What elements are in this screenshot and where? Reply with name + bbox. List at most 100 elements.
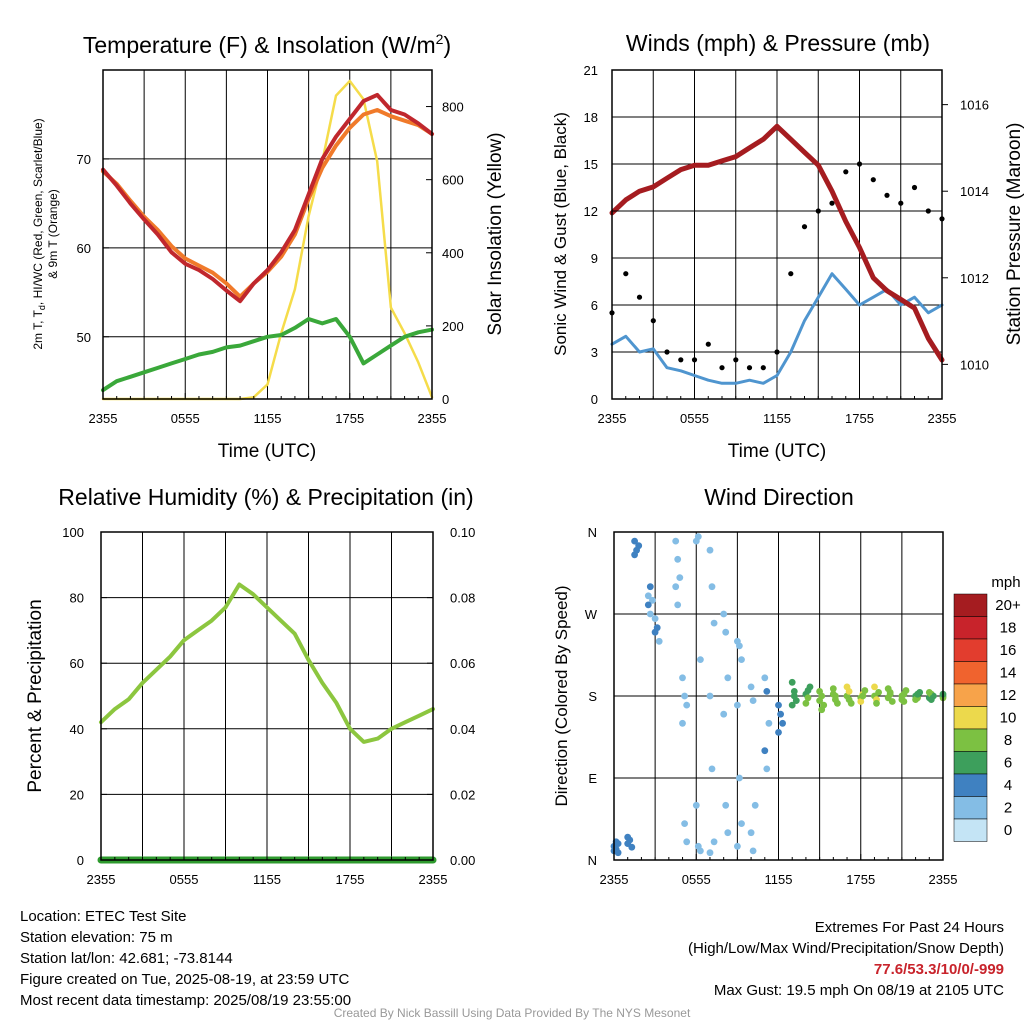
x-tick-label: 2355 [89, 411, 118, 426]
direction-point [763, 765, 771, 773]
direction-point [706, 546, 714, 554]
legend-swatch [953, 661, 988, 685]
direction-point [679, 719, 686, 727]
pressure-y-label: Station Pressure (Maroon) [1004, 123, 1024, 346]
direction-point [676, 574, 684, 581]
direction-point [788, 701, 796, 709]
gust-point [719, 365, 725, 371]
direction-point [651, 628, 659, 636]
direction-point [649, 596, 656, 604]
x-tick-label: 1155 [763, 411, 791, 426]
direction-point [888, 698, 896, 705]
station-elevation: Station elevation: 75 m [20, 929, 173, 946]
direction-point [775, 701, 782, 709]
y-tick-label: 18 [584, 110, 598, 125]
direction-point [736, 774, 743, 782]
x-tick-label: 1155 [254, 411, 282, 426]
y2-tick-label: 600 [442, 173, 464, 188]
direction-point [672, 537, 680, 545]
y-tick-label: 100 [62, 525, 84, 540]
legend-label: 18 [1000, 620, 1017, 637]
speed-legend: mph 20+ 18 16 14 12 10 8 6 4 2 0 [953, 574, 1021, 842]
temperature-ticks: 50 60 70 0 200 400 600 800 2355 0555 1155 1755 2355 [77, 100, 464, 426]
direction-point [631, 551, 638, 559]
direction-point [749, 697, 757, 704]
direction-point [845, 696, 853, 703]
legend-swatch [953, 593, 988, 617]
direction-point [706, 849, 714, 857]
direction-point [747, 829, 755, 837]
x-tick-label: 1755 [335, 411, 364, 426]
direction-point [802, 699, 810, 707]
direction-point [857, 698, 865, 705]
direction-point [765, 719, 773, 727]
recent-timestamp: Most recent data timestamp: 2025/08/19 2… [20, 992, 352, 1009]
gust-point [898, 200, 904, 206]
temp-2m-line [101, 92, 434, 304]
dewpoint-line [101, 317, 434, 393]
direction-point [710, 838, 718, 846]
x-tick-label: 1755 [336, 872, 365, 887]
direction-point [724, 829, 732, 837]
legend-label: 0 [1004, 822, 1012, 839]
humidity-panel: Relative Humidity (%) & Precipitation (i… [25, 484, 475, 887]
direction-point [722, 628, 730, 636]
legend-label: 20+ [995, 597, 1021, 614]
gust-point [870, 177, 876, 183]
winds-ticks: 0 3 6 9 12 15 18 21 1010 1012 1014 1016 2355 0555 1155… [584, 63, 989, 426]
y-tick-label: 40 [70, 722, 84, 737]
max-gust: Max Gust: 19.5 mph On 08/19 at 2105 UTC [713, 982, 1004, 999]
direction-point [925, 689, 933, 696]
x-tick-label: 2355 [928, 411, 957, 426]
direction-point [674, 601, 682, 609]
gust-point [691, 357, 698, 363]
credit-line: Created By Nick Bassill Using Data Provi… [333, 1006, 691, 1020]
direction-point [631, 537, 638, 545]
direction-point [734, 701, 741, 709]
figure-created: Figure created on Tue, 2025-08-19, at 23… [20, 971, 350, 988]
legend-swatch [953, 773, 988, 797]
legend-label: 12 [1000, 687, 1017, 704]
direction-point [761, 674, 769, 682]
legend-swatch [953, 818, 988, 842]
y2-tick-label: 0.10 [450, 525, 475, 540]
y2-tick-label: 0 [442, 392, 449, 407]
direction-point [681, 692, 688, 700]
temperature-y-label-line2: & 9m T (Orange) [46, 189, 60, 279]
legend-label: 10 [1000, 710, 1017, 727]
direction-point [818, 706, 826, 714]
gust-point [911, 184, 918, 191]
temperature-x-label: Time (UTC) [218, 441, 317, 462]
direction-point [777, 710, 784, 718]
station-info: Location: ETEC Test Site Station elevati… [20, 906, 351, 1011]
direction-point [875, 689, 882, 696]
direction-point [747, 683, 755, 691]
y2-tick-label: 200 [442, 319, 464, 334]
y-tick-label: W [585, 607, 598, 622]
temperature-panel-title: Temperature (F) & Insolation (W/m2) [83, 31, 451, 58]
direction-point [834, 699, 841, 707]
direction-point [635, 542, 643, 550]
direction-point [738, 820, 745, 827]
direction-point [832, 692, 839, 700]
direction-point [646, 583, 654, 591]
winds-panel: Winds (mph) & Pressure (mb) 0 3 6 9 12 15 18 21… [551, 30, 1024, 462]
gust-point [925, 208, 931, 214]
relative-humidity-line [99, 582, 435, 744]
y2-tick-label: 400 [442, 246, 464, 261]
direction-point [651, 615, 659, 622]
y-tick-label: 60 [77, 241, 91, 256]
direction-point [706, 692, 714, 700]
gust-point [843, 169, 849, 175]
y-tick-label: 20 [70, 787, 84, 802]
gust-point [760, 365, 766, 371]
y-tick-label: 70 [77, 152, 91, 167]
direction-point [927, 696, 935, 703]
gust-point [636, 294, 643, 300]
direction-point [614, 840, 622, 847]
direction-point [692, 801, 700, 809]
direction-point [736, 642, 743, 650]
legend-swatch [953, 796, 988, 820]
